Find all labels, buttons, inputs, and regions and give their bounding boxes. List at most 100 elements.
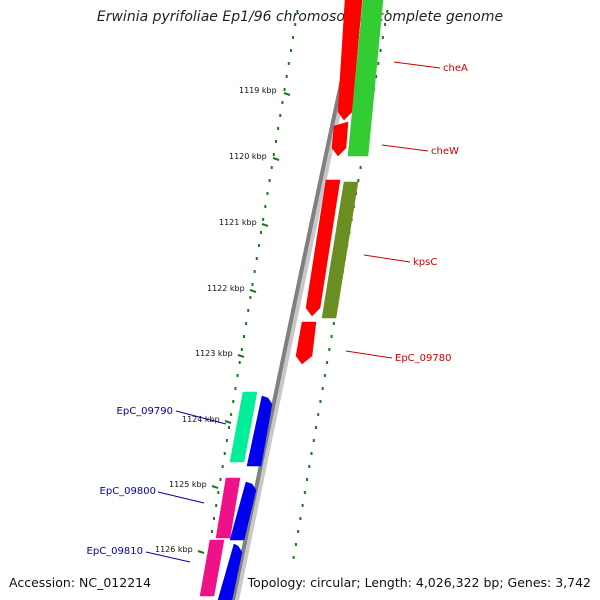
scale-tick-label: 1120 kbp [229,152,267,161]
scale-tick-label: 1121 kbp [219,218,257,227]
scale-dot [262,218,265,221]
scale-dot [357,179,360,182]
label-leader-lines [145,61,441,563]
scale-dot [272,153,275,156]
gene-label: EpC_09790 [117,406,173,417]
scale-dot [386,10,389,13]
gene-label: kpsC [413,257,437,268]
label-leader-line [145,551,191,563]
scale-dot [213,517,216,520]
scale-dot [294,543,297,546]
genome-summary-text: Topology: circular; Length: 4,026,322 bp… [247,575,591,590]
scale-dot [266,192,269,195]
scale-tick [283,92,291,96]
scale-dot [221,465,224,468]
label-leader-line [157,491,205,504]
label-leader-line [381,144,429,152]
scale-dot [332,322,335,325]
scale-dot [268,179,271,182]
gene-arrow-olive [321,181,359,319]
scale-dot [245,322,248,325]
scale-dot [225,439,228,442]
scale-dot [255,257,258,260]
scale-dot [317,413,320,416]
scale-dot [264,205,267,208]
scale-dot [301,504,304,507]
left-scale-track [206,10,299,559]
gene-arrow-epc09800 [215,477,241,539]
scale-dot [236,374,239,377]
scale-dot [326,361,329,364]
scale-dot [240,348,243,351]
scale-dot [381,36,384,39]
scale-dot [275,140,277,143]
scale-dot [238,361,241,364]
label-leader-line [345,350,393,359]
gene-arrow-chea [337,0,363,121]
label-leader-line [393,61,441,69]
scale-dot [279,114,282,117]
scale-dot [285,75,288,78]
scale-dot [310,452,313,455]
scale-dot [299,517,302,520]
gene-arrow-blue-2 [229,481,257,541]
scale-dot [359,166,362,169]
accession-text: Accession: NC_012214 [9,575,152,590]
scale-tick [261,223,269,227]
scale-dot [319,400,322,403]
gene-label: cheA [443,63,468,74]
scale-tick-label: 1122 kbp [207,284,245,293]
scale-dot [223,452,226,455]
scale-dot [289,49,292,52]
scale-dot [210,530,213,533]
scale-dot [247,309,250,312]
gene-arrow-blue-3 [217,543,243,600]
scale-dot [281,101,284,104]
gene-arrow-epc09780 [295,321,317,365]
scale-tick [211,485,219,489]
gene-label: cheW [431,146,459,157]
scale-dot [296,10,299,13]
scale-dot [379,49,382,52]
scale-tick [272,157,280,161]
scale-dot [253,270,256,273]
gene-label: EpC_09780 [395,353,451,364]
scale-tick-label: 1123 kbp [195,349,233,358]
gene-arrow-chew [331,121,349,157]
scale-dot [308,465,311,468]
scale-dot [251,283,254,286]
scale-dot [242,335,245,338]
scale-dot [314,426,317,429]
gene-labels: cheA cheW kpsC EpC_09780 EpC_09790 EpC_09800 E… [87,63,468,557]
scale-dot [312,439,315,442]
scale-tick [249,289,257,293]
scale-dot [228,426,231,429]
gene-arrow-epc09810 [199,539,225,597]
scale-dot [257,244,260,247]
scale-tick [197,550,205,554]
map-title: Erwinia pyrifoliae Ep1/96 chromosome, co… [96,9,504,25]
scale-dot [277,127,280,130]
gene-arrow-green-1 [347,0,384,157]
scale-dot [249,296,252,299]
scale-dot [384,23,387,26]
scale-tick-label: 1124 kbp [182,415,220,424]
scale-dot [292,36,295,39]
scale-dot [217,491,220,494]
scale-dot [303,491,306,494]
scale-dot [328,348,331,351]
scale-dot [219,478,222,481]
scale-dot [232,400,235,403]
scale-tick-label: 1125 kbp [169,480,207,489]
scale-dot [283,88,286,91]
scale-dot [321,387,324,390]
gene-arrow-kpsc [305,179,341,317]
scale-dot [234,387,237,390]
scale-ticks: 1119 kbp 1120 kbp 1121 kbp 1122 kbp 1123 kbp… [155,86,291,554]
scale-dot [215,504,218,507]
scale-dot [323,374,326,377]
gene-label: EpC_09810 [87,546,143,557]
gene-label: EpC_09800 [100,486,156,497]
scale-tick-label: 1119 kbp [239,86,277,95]
